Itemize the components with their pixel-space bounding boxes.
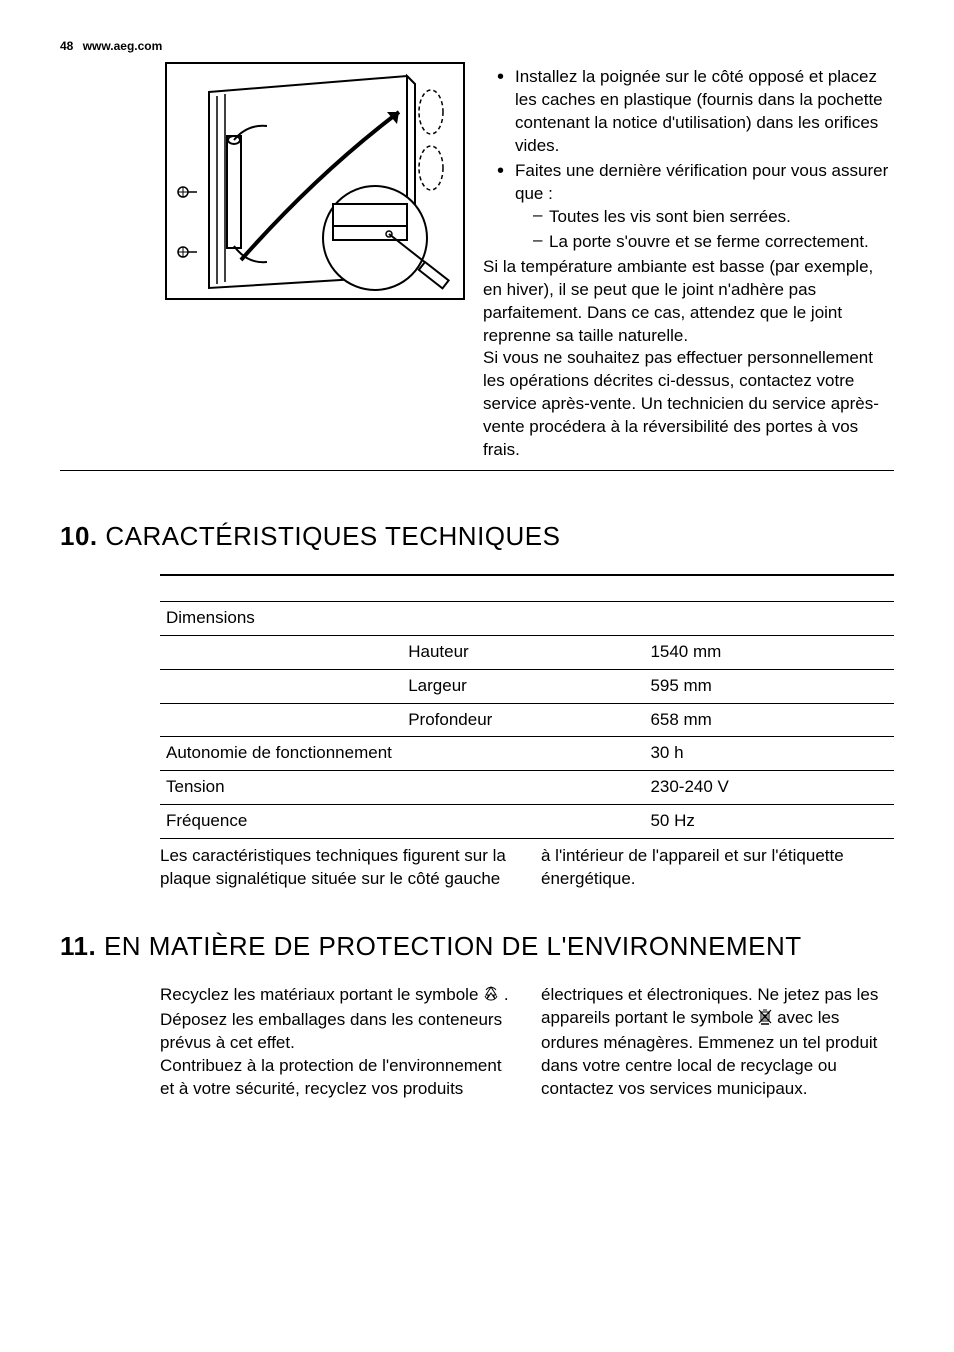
bullet-text: Faites une dernière vérification pour vo… [515,161,888,203]
section-10-heading: 10. CARACTÉRISTIQUES TECHNIQUES [60,519,894,554]
cell [160,669,402,703]
table-row: Autonomie de fonctionnement 30 h [160,737,894,771]
environment-text: Recyclez les matériaux portant le symbol… [160,984,894,1101]
cell: 1540 mm [644,635,894,669]
cell [402,737,644,771]
sub-bullet-text: Toutes les vis sont bien serrées. [549,207,791,226]
cell: 595 mm [644,669,894,703]
section-11-heading: 11. EN MATIÈRE DE PROTECTION DE L'ENVIRO… [60,929,894,964]
page-number: 48 [60,39,73,53]
table-row: Fréquence 50 Hz [160,805,894,839]
table-row: Hauteur1540 mm [160,635,894,669]
para-service: Si vous ne souhaitez pas effectuer perso… [483,347,894,462]
spec-footnote: Les caractéristiques techniques figurent… [160,845,894,891]
cell: Tension [160,771,402,805]
install-bullet-list: Installez la poignée sur le côté opposé … [483,66,894,254]
table-blank-row [160,575,894,601]
cell: 230-240 V [644,771,894,805]
header-url: www.aeg.com [83,39,163,53]
cell [160,635,402,669]
para-temperature: Si la température ambiante est basse (pa… [483,256,894,348]
sub-bullet-list: Toutes les vis sont bien serrées. La por… [515,206,894,254]
cell [160,703,402,737]
cell: 30 h [644,737,894,771]
table-row: Dimensions [160,601,894,635]
env-text-1: Recyclez les matériaux portant le symbol… [160,985,483,1004]
cell [402,601,644,635]
top-text-column: Installez la poignée sur le côté opposé … [483,62,894,462]
cell [402,771,644,805]
specifications-table: Dimensions Hauteur1540 mm Largeur595 mm … [160,574,894,839]
cell: Largeur [402,669,644,703]
handle-install-diagram [165,62,465,300]
cell: 50 Hz [644,805,894,839]
cell: Autonomie de fonctionnement [160,737,402,771]
section-title: CARACTÉRISTIQUES TECHNIQUES [105,521,560,551]
cell: Fréquence [160,805,402,839]
bullet-item: Faites une dernière vérification pour vo… [501,160,894,254]
cell: Dimensions [160,601,402,635]
cell [644,601,894,635]
table-row: Largeur595 mm [160,669,894,703]
top-section: Installez la poignée sur le côté opposé … [60,62,894,471]
sub-bullet-item: Toutes les vis sont bien serrées. [533,206,894,229]
sub-bullet-item: La porte s'ouvre et se ferme correctemen… [533,231,894,254]
section-number: 11. [60,931,96,961]
weee-bin-icon [758,1009,772,1032]
diagram-column [60,62,465,462]
cell [402,805,644,839]
cell: Profondeur [402,703,644,737]
cell: 658 mm [644,703,894,737]
section-title: EN MATIÈRE DE PROTECTION DE L'ENVIRONNEM… [104,931,802,961]
table-row: Profondeur658 mm [160,703,894,737]
cell: Hauteur [402,635,644,669]
table-row: Tension 230-240 V [160,771,894,805]
bullet-item: Installez la poignée sur le côté opposé … [501,66,894,158]
bullet-text: Installez la poignée sur le côté opposé … [515,67,883,155]
recycle-icon [483,986,499,1009]
sub-bullet-text: La porte s'ouvre et se ferme correctemen… [549,232,869,251]
page-header: 48 www.aeg.com [60,38,894,54]
section-number: 10. [60,521,98,551]
